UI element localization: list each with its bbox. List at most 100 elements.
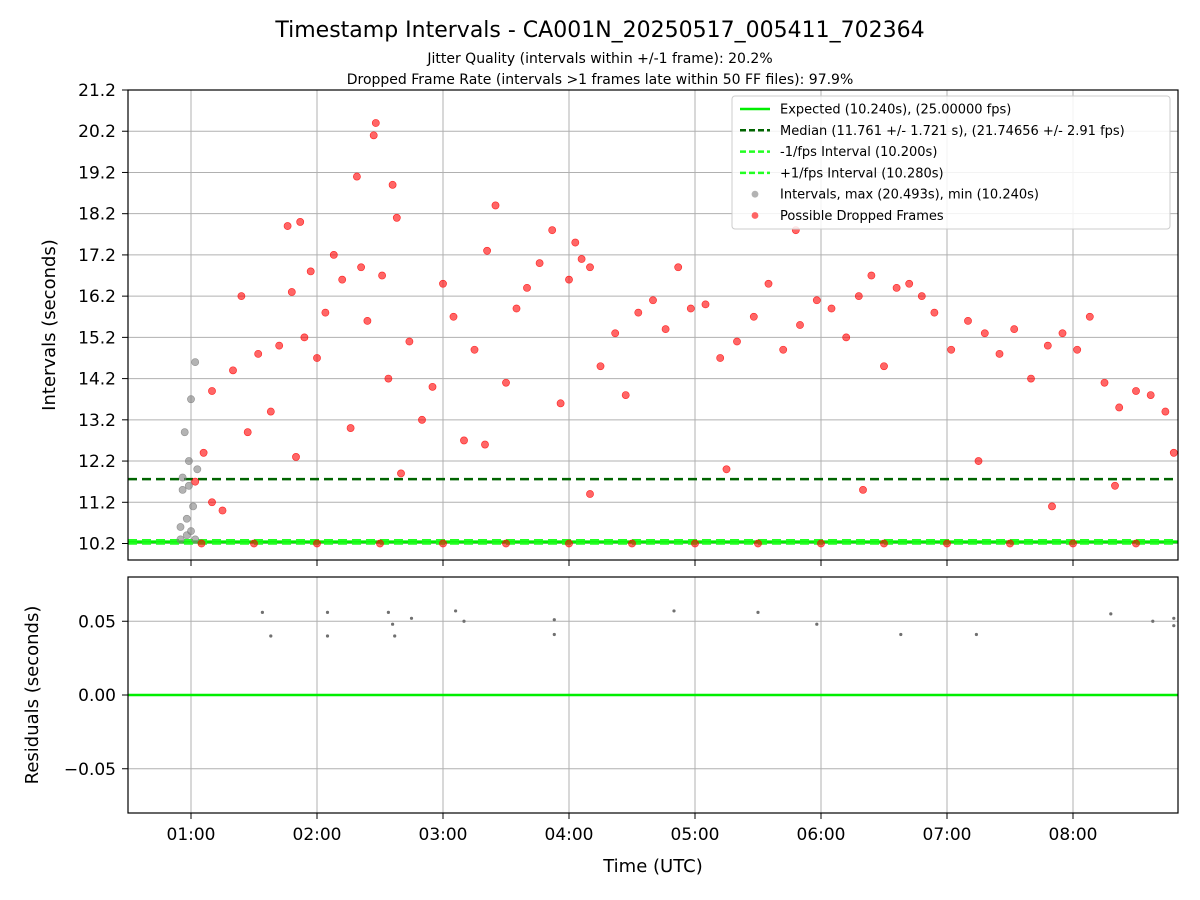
dropped-frame-point [388, 180, 397, 189]
top-ytick-label: 17.2 [78, 246, 116, 266]
dropped-frame-point [439, 279, 447, 288]
dropped-frame-point [577, 255, 586, 263]
dropped-frame-point [964, 316, 972, 325]
dropped-frame-point [917, 292, 926, 301]
residual-point [756, 610, 760, 615]
dropped-frame-point [283, 222, 292, 230]
dropped-frame-point [229, 366, 237, 375]
dropped-frame-point [535, 259, 544, 268]
top-reference-lines [128, 477, 1178, 545]
bottom-xtick-label: 04:00 [545, 825, 594, 845]
dropped-frame-point [275, 341, 284, 350]
bottom-xtick-label: 07:00 [923, 825, 972, 845]
dropped-frame-point [397, 469, 405, 478]
residual-point [409, 616, 414, 620]
dropped-frame-point [208, 498, 216, 507]
dropped-frame-point [1027, 374, 1035, 383]
residual-point [1109, 612, 1113, 616]
dropped-frame-point [796, 321, 804, 329]
dropped-frame-point [596, 362, 605, 371]
dropped-frame-point [250, 539, 258, 548]
dropped-frame-point [470, 345, 479, 354]
residual-point [1151, 619, 1155, 623]
dropped-frame-point [1132, 539, 1140, 548]
dropped-frame-point [565, 539, 573, 548]
dropped-frame-point [1111, 481, 1119, 490]
bottom-xtick-label: 01:00 [167, 825, 216, 845]
top-ytick-label: 15.2 [78, 328, 116, 348]
dropped-frame-point [208, 387, 216, 395]
bottom-xtick-label: 06:00 [797, 825, 846, 845]
legend-frame [731, 95, 1171, 230]
dropped-frame-point [338, 275, 347, 284]
dropped-frame-point [722, 465, 731, 474]
dropped-frame-point [512, 304, 521, 313]
dropped-frame-point [460, 436, 468, 445]
top-ytick-label: 16.2 [78, 287, 116, 307]
dropped-frame-point [995, 349, 1004, 358]
dropped-frame-point [628, 539, 636, 548]
dropped-frame-point [254, 349, 263, 358]
dropped-frame-point [306, 267, 315, 276]
dropped-frame-point [1161, 407, 1170, 416]
interval-point [176, 523, 185, 531]
dropped-frame-point [548, 226, 557, 235]
top-ytick-label: 21.2 [78, 81, 116, 101]
legend-label: Intervals, max (20.493s), min (10.240s) [780, 188, 1039, 203]
dropped-frame-point [749, 312, 758, 321]
residual-point [974, 632, 979, 637]
dropped-frame-point [649, 296, 657, 305]
bottom-y-axis-label: Residuals (seconds) [22, 606, 43, 785]
top-data-points [176, 119, 1178, 548]
chart-subtitle-dropped: Dropped Frame Rate (intervals >1 frames … [347, 72, 854, 88]
dropped-frame-point [701, 300, 710, 309]
dropped-frame-point [292, 453, 300, 461]
residual-point [462, 619, 466, 623]
dropped-frame-point [1073, 345, 1082, 354]
top-axis-ticks: 10.2 11.2 12.2 13.2 14.2 15.2 16.2 17.2 18.2 19.2… [78, 81, 1074, 566]
dropped-frame-point [313, 354, 321, 362]
bottom-ytick-label: 0.00 [78, 686, 116, 706]
top-ytick-label: 18.2 [78, 205, 116, 225]
dropped-frame-point [733, 337, 741, 346]
dropped-frame-point [842, 333, 851, 342]
dropped-frame-point [378, 271, 386, 280]
bottom-xtick-label: 08:00 [1049, 825, 1098, 845]
residual-point [391, 622, 395, 626]
dropped-frame-point [1048, 502, 1056, 511]
dropped-frame-point [1146, 391, 1155, 399]
dropped-frame-point [943, 539, 951, 548]
dropped-frame-point [556, 399, 565, 408]
dropped-frame-point [930, 308, 939, 317]
legend-dot-swatch [751, 212, 759, 219]
dropped-frame-point [1132, 387, 1140, 395]
dropped-frame-point [827, 304, 836, 313]
dropped-frame-point [854, 292, 863, 301]
dropped-frame-point [1100, 378, 1109, 387]
dropped-frame-point [586, 263, 594, 272]
residual-point [1172, 624, 1176, 628]
residual-point [386, 610, 390, 615]
dropped-frame-point [565, 275, 573, 284]
interval-point [191, 535, 200, 544]
dropped-frame-point [586, 490, 594, 498]
dropped-frame-point [197, 539, 206, 548]
dropped-frame-point [449, 312, 458, 321]
top-ytick-label: 13.2 [78, 411, 116, 431]
residuals-plot: 01:00 02:00 03:00 04:00 05:00 06:00 07:00 08:00… [22, 576, 1179, 845]
dropped-frame-point [439, 539, 447, 548]
chart-title: Timestamp Intervals - CA001N_20250517_00… [274, 18, 924, 43]
dropped-frame-point [905, 279, 914, 288]
residual-point [325, 610, 330, 615]
top-ytick-label: 14.2 [78, 370, 116, 390]
interval-point [184, 457, 193, 465]
legend-label: -1/fps Interval (10.200s) [780, 145, 937, 160]
dropped-frame-point [1010, 325, 1019, 334]
dropped-frame-point [1169, 448, 1178, 457]
dropped-frame-point [1069, 539, 1077, 548]
residual-point [552, 632, 556, 637]
residual-point [1172, 616, 1176, 620]
dropped-frame-point [502, 539, 510, 548]
top-ytick-label: 11.2 [78, 493, 116, 513]
